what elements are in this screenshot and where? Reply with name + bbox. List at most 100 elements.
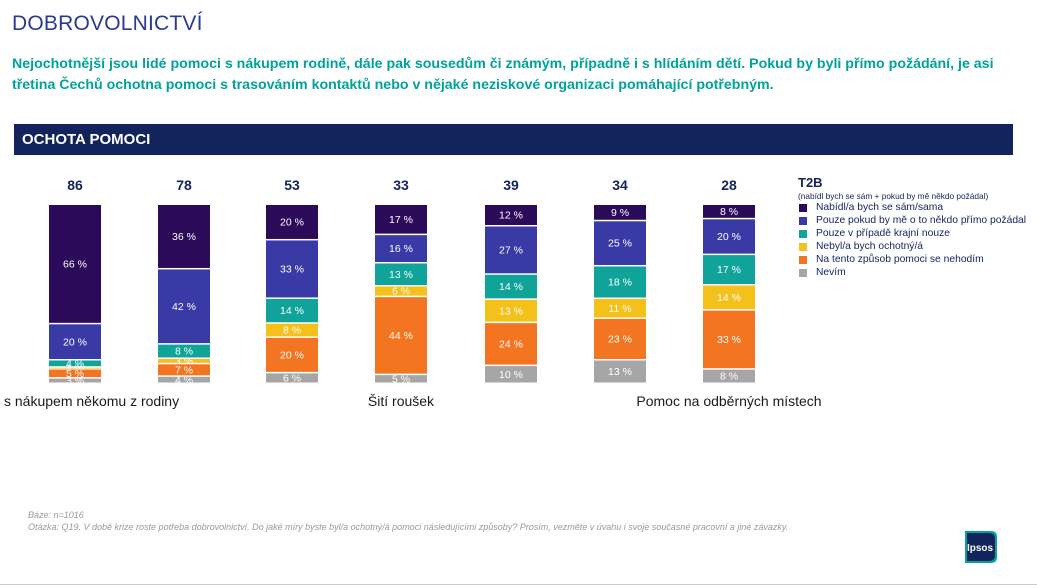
legend-item: Nabídl/a bych se sám/sama bbox=[798, 202, 988, 215]
t2b-value: 53 bbox=[284, 177, 300, 193]
bar-segment bbox=[485, 205, 537, 225]
bar-segment bbox=[158, 269, 210, 344]
t2b-value: 39 bbox=[503, 177, 519, 193]
bar-segment-label: 66 % bbox=[63, 259, 87, 271]
t2b-value: 86 bbox=[67, 177, 83, 193]
bar-segment-label: 13 % bbox=[389, 269, 413, 281]
bar-segment bbox=[703, 285, 755, 310]
bar-segment-label: 13 % bbox=[499, 305, 523, 317]
bar-segment bbox=[703, 205, 755, 218]
bar-segment-label: 14 % bbox=[717, 292, 741, 304]
footer-base: Báze: n=1016 bbox=[28, 510, 84, 520]
bar-segment-label: 3 % bbox=[66, 375, 84, 387]
bar-segment-label: 11 % bbox=[608, 303, 631, 315]
bar-segment-label: 4 % bbox=[66, 358, 84, 370]
bar-segment bbox=[49, 360, 101, 367]
bar-segment bbox=[266, 323, 318, 337]
legend-swatch bbox=[799, 230, 807, 238]
category-label: Pomoc na odběrných místech bbox=[636, 393, 821, 409]
bar-segment-label: 36 % bbox=[172, 231, 196, 243]
stacked-bar-chart: 66 %20 %4 %1 %5 %3 %86s nákupem někomu z… bbox=[4, 177, 822, 409]
bar-segment bbox=[594, 360, 646, 383]
ipsos-logo: Ipsos bbox=[965, 531, 997, 563]
bar-segment bbox=[49, 205, 101, 323]
bar-segment-label: 8 % bbox=[720, 371, 738, 383]
bar-segment bbox=[158, 376, 210, 383]
bar-segment-label: 8 % bbox=[283, 325, 301, 337]
bar-segment-label: 16 % bbox=[389, 243, 413, 255]
bar-segment bbox=[485, 274, 537, 299]
legend-label: Nebyl/a bych ochotný/á bbox=[816, 241, 924, 252]
legend-item: Nevím bbox=[798, 267, 988, 280]
legend-swatch bbox=[799, 256, 807, 264]
footer-question: Otázka: Q19. V době krize roste potřeba … bbox=[28, 522, 789, 532]
legend-item: Nebyl/a bych ochotný/á bbox=[798, 241, 988, 254]
bar-segment bbox=[485, 323, 537, 365]
bar-segment bbox=[485, 226, 537, 274]
bar-segment-label: 24 % bbox=[499, 338, 523, 350]
page-title: DOBROVOLNICTVÍ bbox=[12, 12, 203, 35]
legend-label: Pouze v případě krajní nouze bbox=[816, 228, 950, 239]
bar-segment-label: 7 % bbox=[175, 364, 193, 376]
section-band: OCHOTA POMOCI bbox=[14, 124, 1013, 155]
t2b-value: 33 bbox=[393, 177, 409, 193]
bar-segment bbox=[375, 286, 427, 296]
legend-label: Nabídl/a bych se sám/sama bbox=[816, 202, 944, 213]
bar-segment bbox=[485, 299, 537, 322]
bar-segment bbox=[375, 235, 427, 262]
bar-segment bbox=[594, 205, 646, 220]
bar-segment-label: 9 % bbox=[611, 207, 629, 219]
bar-segment-label: 27 % bbox=[499, 244, 523, 256]
bar-segment-label: 20 % bbox=[280, 349, 304, 361]
legend-swatch bbox=[799, 217, 807, 225]
bar-segment-label: 44 % bbox=[389, 330, 413, 342]
bar-segment-label: 6 % bbox=[392, 286, 410, 298]
legend-item: Pouze v případě krajní nouze bbox=[798, 228, 988, 241]
bottom-divider bbox=[0, 584, 1037, 585]
legend-label: Nevím bbox=[816, 267, 846, 278]
legend-swatch bbox=[799, 243, 807, 251]
bar-segment-label: 17 % bbox=[389, 214, 413, 226]
t2b-value: 78 bbox=[176, 177, 192, 193]
bar-segment bbox=[594, 266, 646, 298]
bar-segment bbox=[703, 219, 755, 254]
t2b-value: 34 bbox=[612, 177, 628, 193]
legend-item: Na tento způsob pomoci se nehodím bbox=[798, 254, 988, 267]
bar-segment-label: 20 % bbox=[280, 217, 304, 229]
bar-segment bbox=[49, 369, 101, 378]
bar-segment-label: 5 % bbox=[392, 373, 410, 385]
bar-segment-label: 8 % bbox=[720, 206, 738, 218]
bar-segment bbox=[266, 298, 318, 323]
section-band-label: OCHOTA POMOCI bbox=[22, 131, 151, 148]
bar-segment-label: 10 % bbox=[499, 369, 523, 381]
legend-title: T2B bbox=[798, 175, 823, 190]
bar-segment-label: 13 % bbox=[608, 366, 632, 378]
bar-segment bbox=[158, 205, 210, 268]
bar-segment bbox=[266, 337, 318, 372]
bar-segment bbox=[266, 373, 318, 383]
bar-segment-label: 33 % bbox=[280, 264, 304, 276]
category-label: s nákupem někomu z rodiny bbox=[4, 393, 179, 409]
bar-segment-label: 6 % bbox=[283, 373, 301, 385]
bar-segment-label: 4 % bbox=[175, 374, 193, 386]
bar-segment bbox=[49, 378, 101, 383]
legend-items: Nabídl/a bych se sám/sama Pouze pokud by … bbox=[798, 202, 1026, 280]
bar-segment bbox=[375, 297, 427, 374]
bar-segment bbox=[375, 205, 427, 234]
bar-segment-label: 17 % bbox=[717, 264, 741, 276]
bar-segment bbox=[158, 344, 210, 358]
bar-segment-label: 5 % bbox=[66, 368, 84, 380]
legend-swatch bbox=[799, 204, 807, 212]
bar-segment bbox=[375, 263, 427, 286]
chart-legend: T2B (nabídl bych se sám + pokud by mě ně… bbox=[798, 175, 1026, 280]
bar-segment bbox=[158, 358, 210, 363]
bar-segment-label: 42 % bbox=[172, 301, 196, 313]
page-subtitle: Nejochotnější jsou lidé pomoci s nákupem… bbox=[12, 56, 994, 93]
legend-swatch bbox=[799, 269, 807, 277]
legend-item: Pouze pokud by mě o to někdo přímo požád… bbox=[798, 215, 1026, 228]
bar-segment bbox=[266, 205, 318, 239]
bar-segment-label: 14 % bbox=[499, 281, 523, 293]
t2b-value: 28 bbox=[721, 177, 737, 193]
bar-segment bbox=[158, 364, 210, 376]
bar-segment bbox=[375, 375, 427, 383]
